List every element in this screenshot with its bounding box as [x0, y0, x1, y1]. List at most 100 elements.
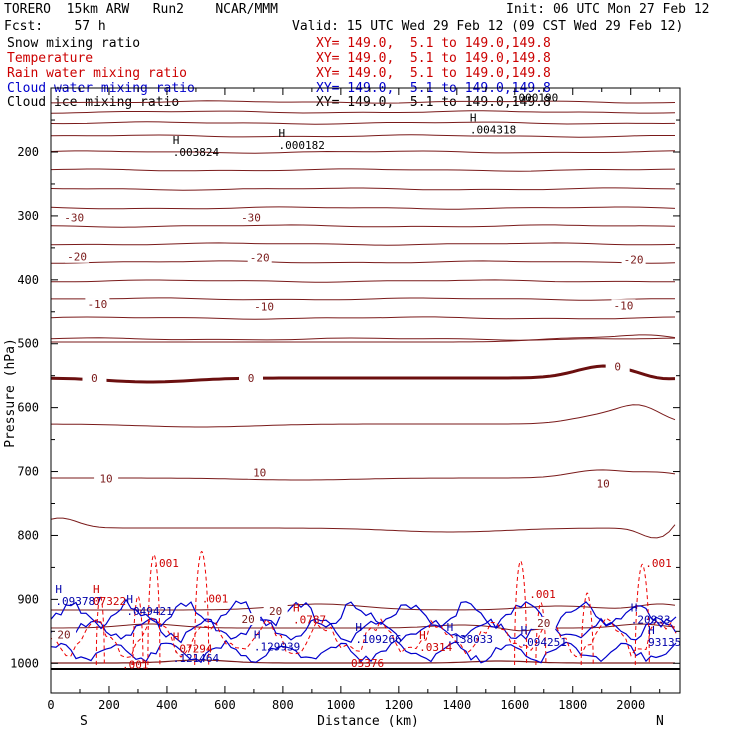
isotherm: [51, 334, 676, 343]
endpoint-right-label: N: [656, 714, 664, 729]
max-marker-h: H: [648, 624, 655, 637]
legend-temperature-xy: XY= 149.0, 5.1 to 149.0,149.8: [316, 51, 551, 66]
temperature-label-bg: [621, 253, 646, 266]
max-marker-h: H: [355, 621, 362, 634]
isotherm: [50, 517, 676, 539]
max-marker-value: 05376: [351, 657, 384, 670]
isotherm-upper: [51, 260, 676, 264]
y-tick-label: 800: [17, 528, 39, 542]
plot-frame: [50, 87, 681, 694]
rain-water-contour: [50, 617, 677, 659]
max-marker-value: .138033: [447, 633, 493, 646]
max-marker-value: .001: [529, 588, 556, 601]
x-tick-label: 1800: [558, 698, 587, 712]
max-marker-value: .001: [202, 593, 229, 606]
max-marker-value: .07294: [173, 642, 213, 655]
max-marker-value: .0314: [419, 641, 452, 654]
temperature-label: 0: [614, 361, 621, 374]
y-tick-label: 500: [17, 337, 39, 351]
max-marker-value: .003824: [173, 146, 220, 159]
y-tick-label: 1000: [10, 656, 39, 670]
temperature-label-bg: [82, 372, 107, 385]
temperature-label: 20: [57, 628, 70, 641]
temperature-label-bg: [52, 628, 77, 641]
x-tick-label: 1200: [384, 698, 413, 712]
isotherm-upper: [50, 187, 676, 191]
contour-lines: [50, 100, 680, 670]
temperature-label: 0: [91, 372, 98, 385]
max-marker-value: .094251: [521, 636, 567, 649]
y-tick-label: 300: [17, 209, 39, 223]
temperature-label: 0: [248, 372, 255, 385]
x-axis-label: Distance (km): [317, 714, 419, 729]
isotherm-upper: [50, 134, 675, 138]
max-marker-h: H: [521, 624, 528, 637]
rain-water-contour: [132, 595, 144, 666]
y-tick-label: 600: [17, 401, 39, 415]
y-tick-label: 200: [17, 145, 39, 159]
temperature-label-bg: [252, 300, 277, 313]
legend-rain-name: Rain water mixing ratio: [7, 66, 188, 81]
max-marker-value: .000182: [279, 139, 325, 152]
temperature-label-bg: [65, 250, 90, 263]
y-tick-label: 400: [17, 273, 39, 287]
rain-water-contour: [194, 550, 210, 666]
temperature-label: -10: [87, 298, 107, 311]
temperature-label: 20: [241, 613, 254, 626]
isotherm-upper: [50, 110, 676, 114]
rain-water-contour: [95, 595, 105, 666]
x-tick-label: 1600: [500, 698, 529, 712]
temperature-label: -20: [624, 253, 644, 266]
header-left: TORERO 15km ARW Run2 NCAR/MMM: [4, 2, 278, 17]
legend-temperature-name: Temperature: [7, 51, 94, 66]
max-marker-value: .001: [645, 557, 672, 570]
isotherm-upper: [50, 100, 676, 104]
cloud-water-contour: [50, 616, 677, 644]
x-tick-label: 1000: [326, 698, 355, 712]
max-marker-value: .121464: [173, 652, 220, 665]
isotherm-upper: [50, 206, 676, 210]
rain-water-contour: [634, 563, 650, 666]
max-marker-value: .001: [122, 658, 149, 671]
temperature-label: 20: [269, 605, 282, 618]
max-marker-h: H: [254, 629, 261, 642]
isotherm-upper: [50, 224, 676, 228]
temperature-label-bg: [591, 477, 616, 490]
max-marker-value: .109266: [355, 633, 401, 646]
temperature-label-bg: [247, 466, 272, 479]
isotherm: [51, 659, 675, 664]
x-tick-label: 1400: [442, 698, 471, 712]
cloud-water-contour: [50, 598, 677, 630]
temperature-label-bg: [263, 604, 288, 617]
temperature-label-bg: [239, 372, 264, 385]
max-marker-value: .093787: [55, 595, 101, 608]
y-axis-label: Pressure (hPa): [3, 338, 18, 448]
temperature-label: 20: [537, 617, 550, 630]
isotherm-upper: [50, 121, 676, 125]
x-tick-label: 0: [47, 698, 54, 712]
legend-snow-name: Snow mixing ratio: [7, 36, 141, 51]
max-marker-h: H: [293, 602, 300, 615]
temperature-label-bg: [236, 613, 261, 626]
isotherm-upper: [50, 168, 676, 172]
temperature-label: 10: [253, 467, 266, 480]
temperature-label-bg: [531, 616, 556, 629]
temperature-label-bg: [611, 299, 636, 312]
header-fcst: Fcst: 57 h: [4, 19, 106, 34]
temperature-label-bg: [239, 211, 264, 224]
max-marker-h: H: [126, 593, 133, 606]
max-marker-value: .049421: [126, 605, 172, 618]
legend-rain-xy: XY= 149.0, 5.1 to 149.0,149.8: [316, 66, 551, 81]
temperature-label: -20: [250, 251, 270, 264]
isotherm-20: [51, 603, 676, 611]
temperature-label: 10: [597, 478, 610, 491]
isotherm-upper: [51, 297, 676, 301]
max-marker-h: H: [173, 134, 180, 147]
rain-water-contours: [50, 550, 677, 666]
max-marker-value: .004318: [470, 124, 516, 137]
temperature-label: -30: [64, 212, 84, 225]
temperature-label-bg: [247, 251, 272, 264]
max-marker-value: .20933: [631, 614, 671, 627]
